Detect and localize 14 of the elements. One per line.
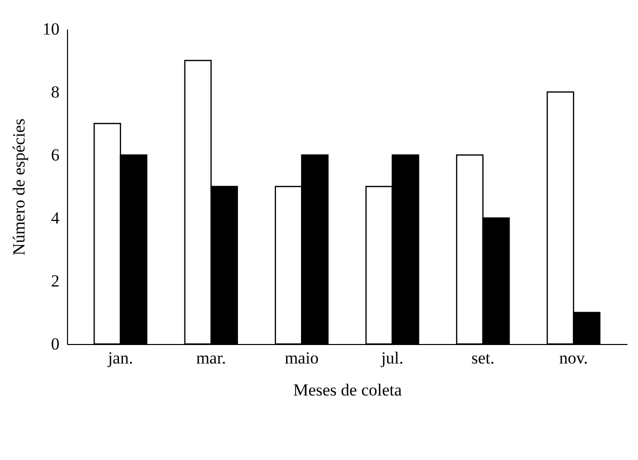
y-tick-label: 4 [51,208,60,228]
x-axis-title: Meses de coleta [293,380,402,400]
y-tick-label: 6 [51,146,60,164]
x-tick-label: maio [284,348,319,368]
x-tick-label: nov. [559,348,588,368]
x-tick-label: jul. [380,348,404,368]
x-tick-label: set. [471,348,494,368]
x-tick-label: mar. [196,348,226,368]
x-tick-label: jan. [106,348,133,368]
y-tick-label: 10 [42,20,60,38]
y-tick-label: 2 [51,272,60,290]
y-tick-label: 0 [51,334,60,354]
y-tick-label: 8 [51,82,60,102]
y-axis-title: Número de espécies [10,118,28,256]
